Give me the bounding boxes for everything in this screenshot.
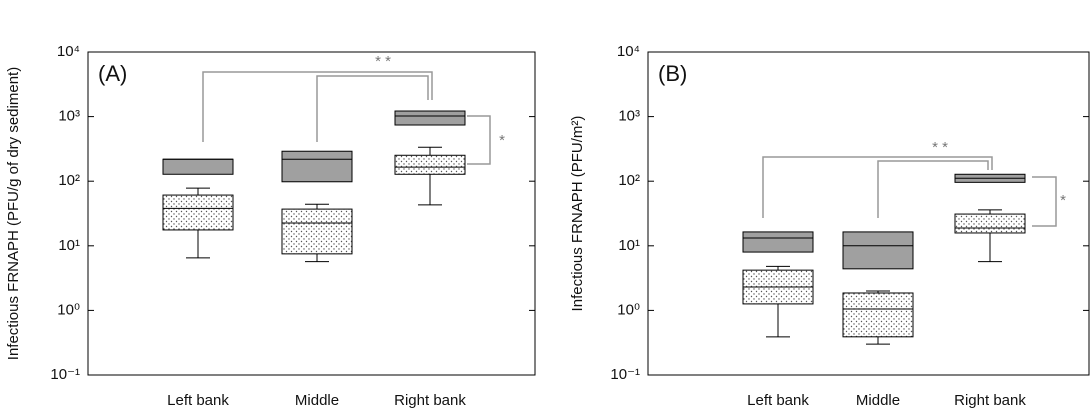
y-tick-label: 10³ bbox=[618, 108, 640, 125]
box bbox=[281, 208, 353, 255]
y-tick-label: 10⁴ bbox=[617, 43, 640, 60]
plot-frame bbox=[647, 51, 1090, 376]
significance-label: * * bbox=[375, 53, 391, 70]
y-axis-label: Infectious FRNAPH (PFU/g of dry sediment… bbox=[5, 67, 22, 360]
y-tick-label: 10⁻¹ bbox=[610, 366, 640, 383]
significance-bracket bbox=[202, 71, 433, 142]
x-tick-label: Middle bbox=[295, 392, 339, 409]
box bbox=[162, 194, 234, 231]
box bbox=[842, 231, 914, 270]
x-tick-label: Right bank bbox=[394, 392, 466, 409]
y-tick-label: 10¹ bbox=[58, 237, 80, 254]
significance-bracket bbox=[316, 75, 429, 142]
significance-label: * bbox=[499, 132, 505, 149]
y-axis-label: Infectious FRNAPH (PFU/m²) bbox=[569, 116, 586, 312]
x-tick-label: Left bank bbox=[747, 392, 809, 409]
box bbox=[954, 213, 1026, 234]
significance-label: * * bbox=[932, 139, 948, 156]
y-tick-label: 10⁴ bbox=[57, 43, 80, 60]
y-tick-label: 10⁰ bbox=[617, 301, 640, 318]
y-tick-label: 10² bbox=[58, 172, 80, 189]
y-tick-label: 10⁰ bbox=[57, 301, 80, 318]
box bbox=[742, 231, 814, 253]
y-tick-label: 10³ bbox=[58, 108, 80, 125]
y-tick-label: 10⁻¹ bbox=[50, 366, 80, 383]
box bbox=[394, 110, 466, 126]
box bbox=[842, 292, 914, 338]
y-tick-label: 10¹ bbox=[618, 237, 640, 254]
significance-label: * bbox=[1060, 192, 1066, 209]
box bbox=[394, 154, 466, 175]
panel-label: (A) bbox=[98, 61, 127, 86]
significance-bracket bbox=[467, 115, 491, 165]
x-tick-label: Right bank bbox=[954, 392, 1026, 409]
significance-bracket bbox=[762, 156, 993, 218]
significance-bracket bbox=[1032, 176, 1057, 227]
x-tick-label: Middle bbox=[856, 392, 900, 409]
box bbox=[162, 158, 234, 175]
plot-frame bbox=[87, 51, 536, 376]
panel-label: (B) bbox=[658, 61, 687, 86]
significance-bracket bbox=[877, 160, 989, 218]
x-tick-label: Left bank bbox=[167, 392, 229, 409]
y-tick-label: 10² bbox=[618, 172, 640, 189]
box bbox=[281, 150, 353, 183]
